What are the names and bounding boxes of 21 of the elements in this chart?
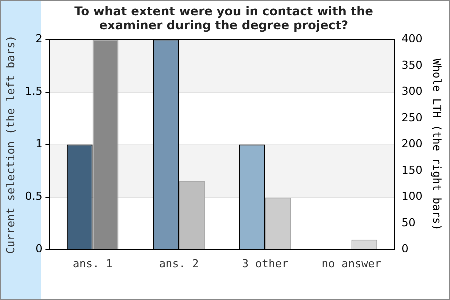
y2-tick-label: 100	[402, 190, 423, 204]
y-tick-label: 0.5	[25, 190, 43, 204]
y-tick-label: 2	[36, 32, 43, 46]
y2-tick-label: 300	[402, 85, 423, 98]
x-tick-label: no answer	[322, 257, 382, 270]
y-tick-label: 1	[36, 138, 43, 151]
chart-title: To what extent were you in contact with the examiner during the degree project?	[74, 4, 374, 33]
x-tick-label: ans. 2	[159, 257, 199, 270]
y2-tick-label: 200	[402, 138, 423, 151]
y2-tick-label: 350	[402, 58, 423, 72]
x-tick-label: ans. 1	[72, 257, 113, 270]
y2-tick-label: 50	[402, 216, 416, 230]
y-axis-title: Current selection (the left bars)	[4, 36, 18, 254]
y2-tick-label: 150	[402, 164, 423, 177]
x-tick-label: 3 other	[242, 257, 289, 270]
y2-tick-label: 250	[402, 111, 423, 124]
y2-tick-label: 400	[402, 32, 423, 46]
y2-tick-label: 0	[402, 242, 409, 256]
y-tick-label: 0	[36, 242, 43, 256]
y-tick-label: 1.5	[25, 85, 43, 98]
y2-axis-title: Whole LTH (the right bars)	[430, 58, 444, 231]
